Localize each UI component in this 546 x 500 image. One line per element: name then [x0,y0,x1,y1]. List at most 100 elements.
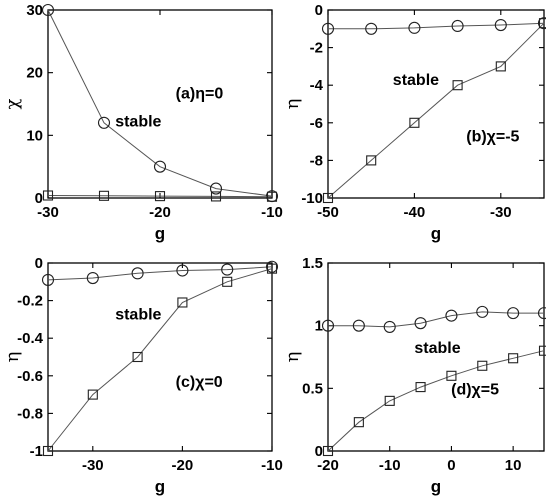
panel-c: -30 -20 -10 -1 -0.8 -0.6 -0.4 -0.2 0 g η (c)χ=0 stab… [2,255,283,496]
data-point-circle [352,319,365,332]
plot-frame [47,262,273,452]
data-point-square [177,297,188,308]
data-point-circle [176,264,189,277]
data-point-circle [221,263,234,276]
data-point-square [538,345,546,356]
y-tick-label: 0 [35,255,43,272]
data-point-square [322,445,334,457]
stable-label: stable [115,114,161,131]
data-point-circle [408,21,421,34]
y-tick-label: -4 [310,77,324,94]
series-circle [41,260,279,286]
data-point-square [415,382,426,393]
x-tick-label: -30 [82,457,104,474]
data-point-circle [414,317,427,330]
panel-label: (c)χ=0 [176,374,223,391]
y-tick-label: 1.5 [302,255,323,272]
data-point-square [538,18,546,29]
data-point-square [42,190,54,201]
data-point-square [495,61,506,72]
panel-b: -50 -40 -30 -10 -8 -6 -4 -2 0 g η (b)χ=-5 stable [282,2,546,243]
data-point-circle [383,320,396,333]
x-axis-label: g [431,477,441,496]
y-axis-label: η [2,352,23,363]
plot-frame [327,262,545,452]
x-tick-label: -20 [317,457,339,474]
data-point-circle [537,307,546,320]
x-tick-label: 0 [447,457,455,474]
series-circle [321,305,546,333]
data-point-square [452,80,463,91]
data-point-square [353,417,364,428]
x-tick-label: -20 [172,457,194,474]
series-square [42,190,278,202]
y-axis-label: χ [2,98,23,109]
data-point-circle [41,3,55,17]
data-point-circle [209,182,223,195]
data-point-circle [494,18,507,32]
series-line [328,22,545,30]
x-tick-label: 10 [505,457,522,474]
series-circle [321,17,546,35]
y-tick-label: -6 [310,115,323,132]
series-square [322,345,546,457]
data-point-circle [321,319,335,332]
data-point-square [266,191,278,202]
data-point-circle [507,307,520,320]
series-line [327,350,545,452]
data-point-circle [153,160,167,173]
plot-frame [327,9,545,199]
panel-label: (d)χ=5 [451,382,499,399]
y-tick-label: 0 [315,2,323,19]
y-tick-label: -0.6 [17,368,43,385]
data-point-circle [321,22,335,35]
y-axis-label: η [282,99,303,110]
series-square [322,18,546,204]
data-point-circle [365,22,378,35]
y-tick-label: 1 [315,318,323,335]
data-point-square [98,190,110,201]
series-line [327,22,545,199]
series-circle [41,3,279,203]
series-line [47,195,273,198]
y-tick-label: 0 [315,443,323,460]
series-line [47,268,273,452]
data-point-square [366,155,377,166]
panel-a: -30 -20 -10 0 10 20 30 g χ (a)η=0 stable [2,2,283,243]
x-tick-label: -30 [490,204,512,221]
data-point-square [322,192,334,204]
x-tick-label: -10 [379,457,401,474]
data-point-square [384,395,395,406]
x-axis-label: g [155,477,165,496]
stable-label: stable [393,72,439,89]
x-tick-label: -10 [261,457,283,474]
data-point-circle [131,267,144,280]
data-point-circle [265,260,279,273]
y-tick-label: 0 [35,190,43,207]
series-line [47,9,273,197]
data-point-circle [97,116,111,129]
data-point-circle [537,17,546,30]
data-point-square [409,117,420,128]
series-line [328,311,544,328]
x-tick-label: -50 [317,204,339,221]
y-tick-label: 20 [26,65,43,82]
data-point-circle [86,271,99,285]
y-tick-label: -1 [30,443,43,460]
data-point-square [87,389,98,400]
data-point-square [446,370,457,381]
data-point-square [477,360,488,371]
series-square [42,263,278,457]
stable-label: stable [115,306,161,323]
panel-d: -20 -10 0 10 0 0.5 1 1.5 g η (d)χ=5 stable [282,255,546,496]
y-tick-label: -0.2 [17,293,43,310]
data-point-circle [41,273,55,286]
data-point-square [132,351,143,363]
x-tick-label: -40 [404,204,426,221]
x-axis-label: g [431,224,441,243]
series-line [47,266,273,281]
y-tick-label: 0.5 [302,380,323,397]
data-point-circle [445,309,458,322]
data-point-circle [476,305,489,318]
